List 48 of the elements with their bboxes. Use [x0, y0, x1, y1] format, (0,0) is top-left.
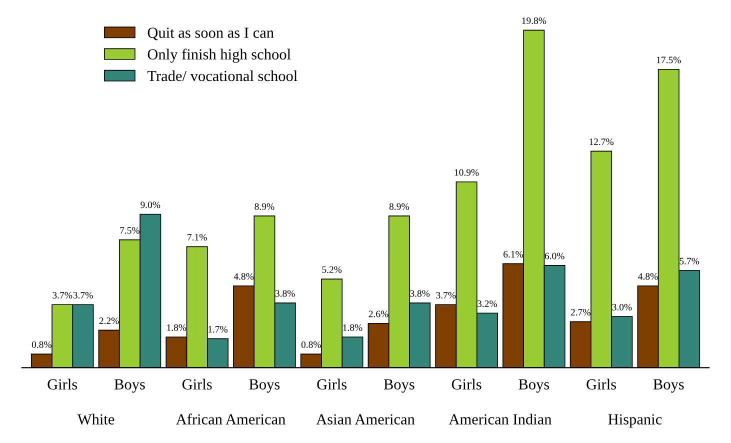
data-label: 8.9% — [254, 203, 274, 210]
data-label: 1.8% — [343, 324, 362, 331]
data-label: 3.8% — [275, 290, 295, 297]
data-label: 4.8% — [234, 273, 254, 280]
data-label: 3.7% — [52, 292, 72, 299]
text: Hispanic — [608, 414, 662, 428]
data-label: 9.0% — [140, 202, 160, 208]
data-label: 0.8% — [32, 341, 52, 348]
data-label: 3.7% — [436, 292, 456, 299]
data-label: 2.7% — [570, 308, 590, 316]
data-label: 2.6% — [368, 310, 388, 318]
data-label: 3.7% — [73, 292, 93, 299]
data-label: 3.8% — [410, 290, 430, 297]
legend-label: Trade/ vocational school — [147, 70, 298, 82]
data-label: 5.2% — [322, 266, 342, 273]
text: Asian American — [316, 414, 415, 425]
x-tick-label: Girls — [317, 378, 347, 390]
x-tick-label: Girls — [452, 378, 482, 390]
text: American Indian — [448, 414, 552, 425]
data-label: 8.9% — [389, 203, 409, 210]
x-tick-label: Boys — [653, 379, 684, 393]
data-label: 1.7% — [208, 326, 228, 333]
text: White — [77, 414, 114, 425]
data-label: 5.7% — [680, 258, 700, 264]
data-label: 0.8% — [301, 341, 321, 348]
x-tick-label: Girls — [48, 378, 78, 390]
data-label: 3.2% — [478, 300, 498, 308]
x-tick-label: Girls — [586, 378, 616, 390]
data-label: 1.8% — [167, 324, 186, 331]
data-label: 19.8% — [522, 17, 546, 24]
data-label: 4.8% — [638, 273, 658, 280]
data-label: 7.1% — [188, 234, 207, 241]
text: African American — [176, 414, 286, 425]
data-label: 3.0% — [612, 304, 632, 310]
data-label: 17.5% — [656, 56, 681, 64]
legend-label: Only finish high school — [148, 48, 291, 63]
data-label: 6.1% — [504, 251, 524, 258]
x-tick-label: Boys — [114, 379, 145, 393]
data-label: 10.9% — [454, 169, 479, 176]
x-tick-label: Boys — [384, 379, 414, 393]
data-label: 6.0% — [544, 252, 564, 260]
legend-label: Quit as soon as I can — [148, 28, 274, 40]
x-tick-label: Boys — [249, 379, 280, 393]
x-tick-label: Girls — [182, 378, 212, 390]
x-tick-label: Boys — [518, 379, 550, 393]
data-label: 2.2% — [99, 317, 119, 324]
data-label: 12.7% — [590, 138, 614, 146]
data-label: 7.5% — [120, 227, 140, 234]
